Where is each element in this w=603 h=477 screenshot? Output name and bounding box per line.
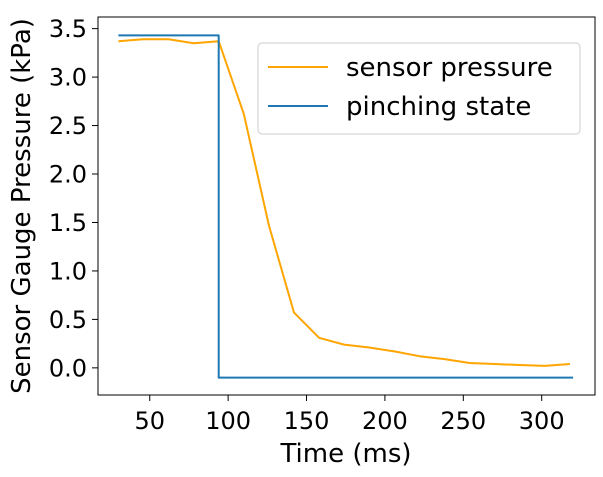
y-tick-label: 0.0 [49, 354, 87, 382]
y-tick-label: 3.5 [49, 15, 87, 43]
legend-frame [257, 42, 581, 135]
y-tick-label: 3.0 [49, 64, 87, 92]
x-tick-label: 200 [362, 407, 408, 435]
x-tick-label: 50 [134, 407, 165, 435]
x-axis-label: Time (ms) [279, 439, 411, 469]
y-axis-label: Sensor Gauge Pressure (kPa) [7, 18, 37, 394]
series-line-sensor-pressure [118, 38, 570, 367]
plot-area [97, 16, 596, 396]
x-tick-label: 150 [284, 407, 330, 435]
y-tick-label: 2.0 [49, 161, 87, 189]
y-tick-label: 0.5 [49, 306, 87, 334]
series-layer [118, 34, 574, 379]
y-tick-label: 1.5 [49, 209, 87, 237]
x-tick-label: 250 [440, 407, 486, 435]
legend-items: sensor pressure pinching state [268, 53, 553, 122]
x-tick-label: 300 [519, 407, 565, 435]
series-line-pinching-state [118, 34, 574, 379]
legend-label: pinching state [346, 92, 531, 122]
legend: sensor pressure pinching state [257, 42, 581, 135]
y-tick-label: 2.5 [49, 112, 87, 140]
x-axis: 50 100 150 200 250 300 [134, 395, 565, 435]
legend-label: sensor pressure [346, 53, 553, 83]
x-tick-label: 100 [205, 407, 251, 435]
y-axis: 0.0 0.5 1.0 1.5 2.0 2.5 3.0 3.5 [49, 15, 98, 382]
y-tick-label: 1.0 [49, 257, 87, 285]
plot-frame [97, 16, 596, 396]
